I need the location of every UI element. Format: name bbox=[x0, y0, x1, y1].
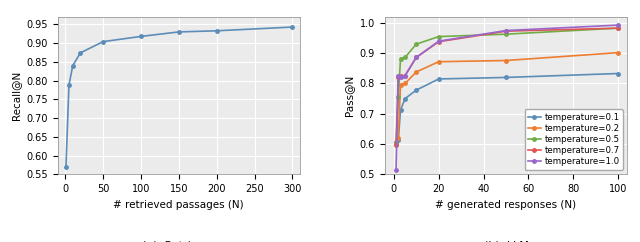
temperature=1.0 bbox=[394, 74, 402, 77]
temperature=0.1 bbox=[502, 76, 510, 79]
Text: (b)  LLM: (b) LLM bbox=[484, 240, 529, 242]
Line: temperature=0.5: temperature=0.5 bbox=[394, 26, 620, 146]
temperature=0.2 bbox=[392, 143, 400, 145]
temperature=0.2 bbox=[614, 51, 622, 54]
temperature=0.1 bbox=[394, 138, 402, 141]
temperature=0.5 bbox=[401, 56, 409, 59]
temperature=0.2 bbox=[394, 136, 402, 139]
temperature=0.5 bbox=[412, 43, 420, 46]
temperature=1.0 bbox=[435, 40, 442, 43]
temperature=0.7 bbox=[614, 27, 622, 30]
temperature=0.7 bbox=[502, 30, 510, 33]
Text: (a)  Retriever: (a) Retriever bbox=[142, 240, 216, 242]
temperature=0.5 bbox=[435, 35, 442, 38]
Y-axis label: Pass@N: Pass@N bbox=[344, 75, 354, 116]
temperature=0.2 bbox=[412, 71, 420, 74]
temperature=0.2 bbox=[502, 59, 510, 62]
temperature=0.7 bbox=[401, 74, 409, 77]
temperature=0.5 bbox=[397, 57, 404, 60]
temperature=0.7 bbox=[397, 75, 404, 78]
Y-axis label: Recall@N: Recall@N bbox=[11, 71, 20, 120]
temperature=0.1 bbox=[614, 72, 622, 75]
temperature=0.1 bbox=[401, 97, 409, 100]
X-axis label: # generated responses (N): # generated responses (N) bbox=[435, 199, 577, 210]
Line: temperature=0.1: temperature=0.1 bbox=[394, 72, 620, 144]
temperature=1.0 bbox=[397, 76, 404, 78]
temperature=0.7 bbox=[412, 56, 420, 59]
temperature=0.1 bbox=[392, 140, 400, 143]
temperature=0.7 bbox=[392, 144, 400, 146]
temperature=0.5 bbox=[394, 96, 402, 98]
temperature=0.5 bbox=[502, 33, 510, 36]
temperature=0.1 bbox=[412, 89, 420, 91]
temperature=0.2 bbox=[397, 83, 404, 86]
temperature=1.0 bbox=[412, 56, 420, 59]
temperature=0.5 bbox=[614, 27, 622, 30]
Line: temperature=0.7: temperature=0.7 bbox=[394, 26, 620, 147]
temperature=0.5 bbox=[392, 143, 400, 145]
temperature=1.0 bbox=[614, 24, 622, 27]
temperature=0.2 bbox=[435, 60, 442, 63]
temperature=1.0 bbox=[502, 29, 510, 32]
temperature=0.2 bbox=[401, 82, 409, 85]
temperature=0.7 bbox=[435, 40, 442, 43]
X-axis label: # retrieved passages (N): # retrieved passages (N) bbox=[113, 199, 244, 210]
temperature=0.1 bbox=[435, 77, 442, 80]
temperature=1.0 bbox=[401, 74, 409, 77]
Legend: temperature=0.1, temperature=0.2, temperature=0.5, temperature=0.7, temperature=: temperature=0.1, temperature=0.2, temper… bbox=[525, 109, 623, 170]
Line: temperature=0.2: temperature=0.2 bbox=[394, 51, 620, 146]
temperature=0.7 bbox=[394, 76, 402, 79]
Line: temperature=1.0: temperature=1.0 bbox=[394, 23, 620, 171]
temperature=1.0 bbox=[392, 168, 400, 171]
temperature=0.1 bbox=[397, 109, 404, 112]
